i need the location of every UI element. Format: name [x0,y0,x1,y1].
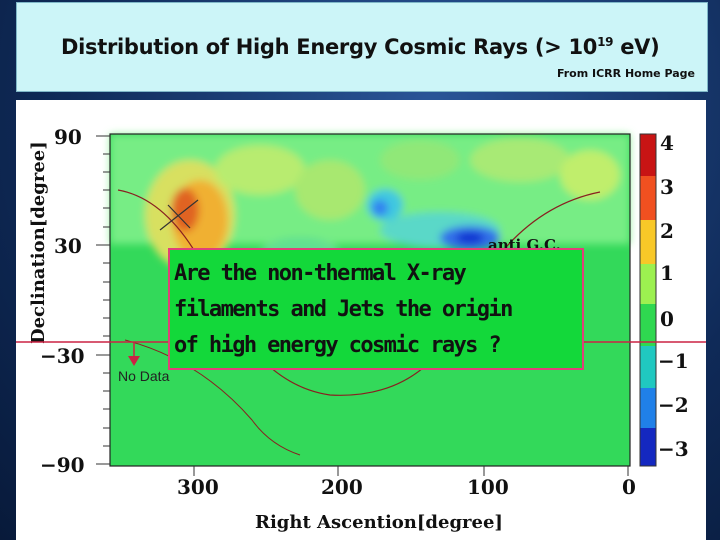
no-data-arrow-head [128,356,140,366]
title-banner: Distribution of High Energy Cosmic Rays … [16,2,708,92]
supergalactic-curve [124,339,301,456]
callout-line: of high energy cosmic rays ? [174,333,502,358]
x-axis-label: Right Ascention[degree] [255,512,503,533]
colorbar-tick-label: −3 [658,437,689,461]
x-tick-label: 100 [467,475,509,499]
colorbar-tick-label: 0 [660,307,674,331]
no-data-label: No Data [118,368,170,384]
source-credit: From ICRR Home Page [556,67,695,80]
y-tick-label: 90 [54,125,82,149]
significance-blobs [110,134,630,273]
x-tick-label: 0 [622,475,636,499]
y-axis-label: Declination[degree] [28,141,49,344]
y-tick-label: −30 [40,344,85,368]
callout-line: filaments and Jets the origin [174,297,513,322]
y-tick-label: 30 [54,234,82,258]
x-tick-label: 300 [177,475,219,499]
question-callout-text: Are the non-thermal X-ray filaments and … [174,256,584,364]
galactic-center-marker [159,199,199,231]
colorbar-tick-label: 1 [660,261,674,285]
colorbar-tick-label: 3 [660,175,674,199]
colorbar-tick-label: 4 [660,131,674,155]
x-tick-marks [193,466,629,476]
x-tick-label: 200 [321,475,363,499]
galactic-center-marker-cross [167,204,191,229]
colorbar-tick-label: −1 [658,349,689,373]
colorbar-tick-label: 2 [660,219,674,243]
question-callout-box [168,248,584,370]
colorbar-tick-label: −2 [658,393,689,417]
callout-line: Are the non-thermal X-ray [174,261,467,286]
y-tick-label: −90 [40,453,85,477]
y-tick-marks [96,135,110,465]
colorbar [639,133,657,467]
slide-title: Distribution of High Energy Cosmic Rays … [61,35,660,59]
